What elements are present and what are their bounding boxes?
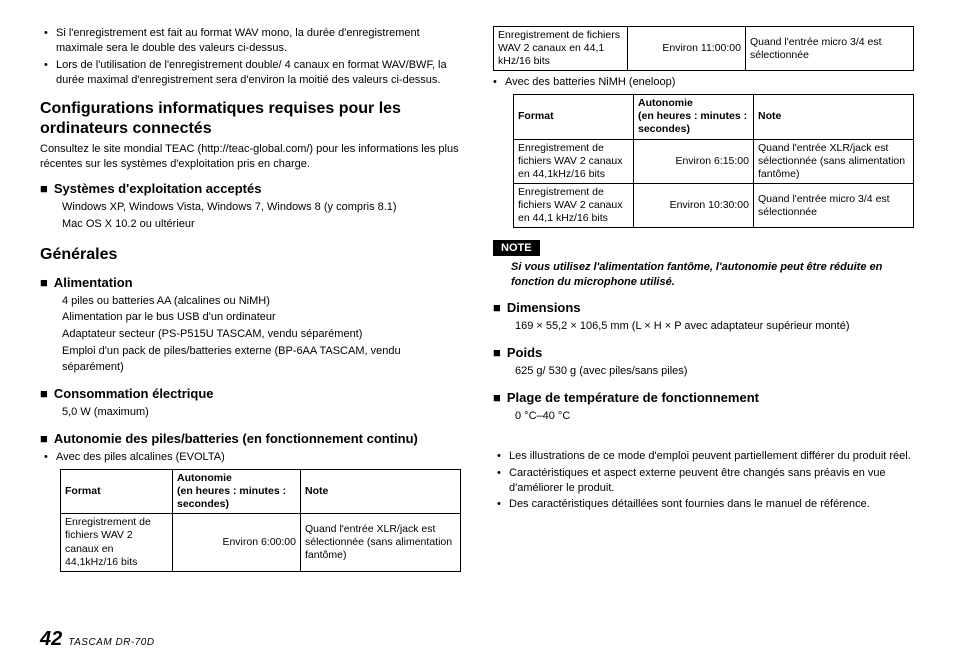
autonomy-table-top: Enregistrement de fichiers WAV 2 canaux …: [493, 26, 914, 71]
closing-bullet: Des caractéristiques détaillées sont fou…: [497, 497, 914, 512]
table-cell: Quand l'entrée XLR/jack est sélectionnée…: [754, 139, 914, 183]
poids-title: Poids: [507, 345, 542, 360]
table-header: Note: [754, 95, 914, 139]
poids-subsection: ■ Poids: [493, 345, 914, 360]
autonomy-table-nimh: Format Autonomie (en heures : minutes : …: [513, 94, 914, 228]
alimentation-title: Alimentation: [54, 275, 133, 290]
table-cell: Enregistrement de fichiers WAV 2 canaux …: [494, 27, 628, 71]
table-cell: Enregistrement de fichiers WAV 2 canaux …: [514, 183, 634, 227]
os-line: Mac OS X 10.2 ou ultérieur: [62, 217, 461, 233]
table-row: Enregistrement de fichiers WAV 2 canaux …: [514, 139, 914, 183]
alimentation-line: Alimentation par le bus USB d'un ordinat…: [62, 310, 461, 326]
square-marker-icon: ■: [40, 431, 48, 446]
closing-bullet: Caractéristiques et aspect externe peuve…: [497, 466, 914, 496]
table-row: Format Autonomie (en heures : minutes : …: [514, 95, 914, 139]
conso-line: 5,0 W (maximum): [62, 405, 461, 421]
note-badge: NOTE: [493, 240, 540, 256]
table-row: Format Autonomie (en heures : minutes : …: [61, 469, 461, 513]
alimentation-subsection: ■ Alimentation: [40, 275, 461, 290]
autonomie-title: Autonomie des piles/batteries (en foncti…: [54, 431, 418, 446]
autonomy-table-alk: Format Autonomie (en heures : minutes : …: [60, 469, 461, 572]
square-marker-icon: ■: [493, 390, 501, 405]
table-header: Autonomie (en heures : minutes : seconde…: [634, 95, 754, 139]
table-cell: Enregistrement de fichiers WAV 2 canaux …: [61, 514, 173, 572]
config-heading: Configurations informatiques requises po…: [40, 99, 461, 137]
temp-subsection: ■ Plage de température de fonctionnement: [493, 390, 914, 405]
table-header: Format: [514, 95, 634, 139]
battery-note-alk: Avec des piles alcalines (EVOLTA): [44, 450, 461, 465]
square-marker-icon: ■: [40, 275, 48, 290]
table-cell: Enregistrement de fichiers WAV 2 canaux …: [514, 139, 634, 183]
table-cell: Quand l'entrée micro 3/4 est sélectionné…: [754, 183, 914, 227]
page-footer: 42 TASCAM DR-70D: [40, 628, 914, 651]
square-marker-icon: ■: [40, 181, 48, 196]
dim-title: Dimensions: [507, 300, 581, 315]
autonomie-subsection: ■ Autonomie des piles/batteries (en fonc…: [40, 431, 461, 446]
intro-bullets: Si l'enregistrement est fait au format W…: [40, 26, 461, 87]
os-line: Windows XP, Windows Vista, Windows 7, Wi…: [62, 200, 461, 216]
closing-bullets: Les illustrations de ce mode d'emploi pe…: [493, 449, 914, 512]
left-column: Si l'enregistrement est fait au format W…: [40, 26, 461, 628]
table-row: Enregistrement de fichiers WAV 2 canaux …: [514, 183, 914, 227]
table-row: Enregistrement de fichiers WAV 2 canaux …: [494, 27, 914, 71]
table-cell: Environ 10:30:00: [634, 183, 754, 227]
alimentation-line: 4 piles ou batteries AA (alcalines ou Ni…: [62, 294, 461, 310]
os-title: Systèmes d'exploitation acceptés: [54, 181, 262, 196]
table-row: Enregistrement de fichiers WAV 2 canaux …: [61, 514, 461, 572]
table-header: Autonomie (en heures : minutes : seconde…: [173, 469, 301, 513]
conso-title: Consommation électrique: [54, 386, 214, 401]
alimentation-line: Emploi d'un pack de piles/batteries exte…: [62, 344, 461, 376]
square-marker-icon: ■: [493, 300, 501, 315]
table-header: Format: [61, 469, 173, 513]
intro-bullet: Si l'enregistrement est fait au format W…: [44, 26, 461, 56]
temp-body: 0 °C–40 °C: [493, 409, 914, 425]
poids-body: 625 g/ 530 g (avec piles/sans piles): [493, 364, 914, 380]
intro-bullet: Lors de l'utilisation de l'enregistremen…: [44, 58, 461, 88]
note-text: Si vous utilisez l'alimentation fantôme,…: [511, 260, 914, 290]
table-cell: Quand l'entrée micro 3/4 est sélectionné…: [745, 27, 913, 71]
dim-body: 169 × 55,2 × 106,5 mm (L × H × P avec ad…: [493, 319, 914, 335]
right-column: Enregistrement de fichiers WAV 2 canaux …: [493, 26, 914, 628]
page-number: 42: [40, 628, 62, 651]
table-cell: Quand l'entrée XLR/jack est sélectionnée…: [301, 514, 461, 572]
alimentation-body: 4 piles ou batteries AA (alcalines ou Ni…: [40, 294, 461, 377]
closing-bullet: Les illustrations de ce mode d'emploi pe…: [497, 449, 914, 464]
table-cell: Environ 6:00:00: [173, 514, 301, 572]
square-marker-icon: ■: [40, 386, 48, 401]
os-body: Windows XP, Windows Vista, Windows 7, Wi…: [40, 200, 461, 233]
temp-title: Plage de température de fonctionnement: [507, 390, 759, 405]
battery-note-nimh: Avec des batteries NiMH (eneloop): [493, 75, 914, 90]
square-marker-icon: ■: [493, 345, 501, 360]
conso-subsection: ■ Consommation électrique: [40, 386, 461, 401]
poids-line: 625 g/ 530 g (avec piles/sans piles): [515, 364, 914, 380]
config-body: Consultez le site mondial TEAC (http://t…: [40, 142, 461, 172]
temp-line: 0 °C–40 °C: [515, 409, 914, 425]
product-name: TASCAM DR-70D: [68, 637, 154, 648]
alimentation-line: Adaptateur secteur (PS-P515U TASCAM, ven…: [62, 327, 461, 343]
dim-line: 169 × 55,2 × 106,5 mm (L × H × P avec ad…: [515, 319, 914, 335]
table-cell: Environ 6:15:00: [634, 139, 754, 183]
os-subsection: ■ Systèmes d'exploitation acceptés: [40, 181, 461, 196]
dim-subsection: ■ Dimensions: [493, 300, 914, 315]
conso-body: 5,0 W (maximum): [40, 405, 461, 421]
table-cell: Environ 11:00:00: [628, 27, 746, 71]
generals-heading: Générales: [40, 245, 461, 264]
table-header: Note: [301, 469, 461, 513]
